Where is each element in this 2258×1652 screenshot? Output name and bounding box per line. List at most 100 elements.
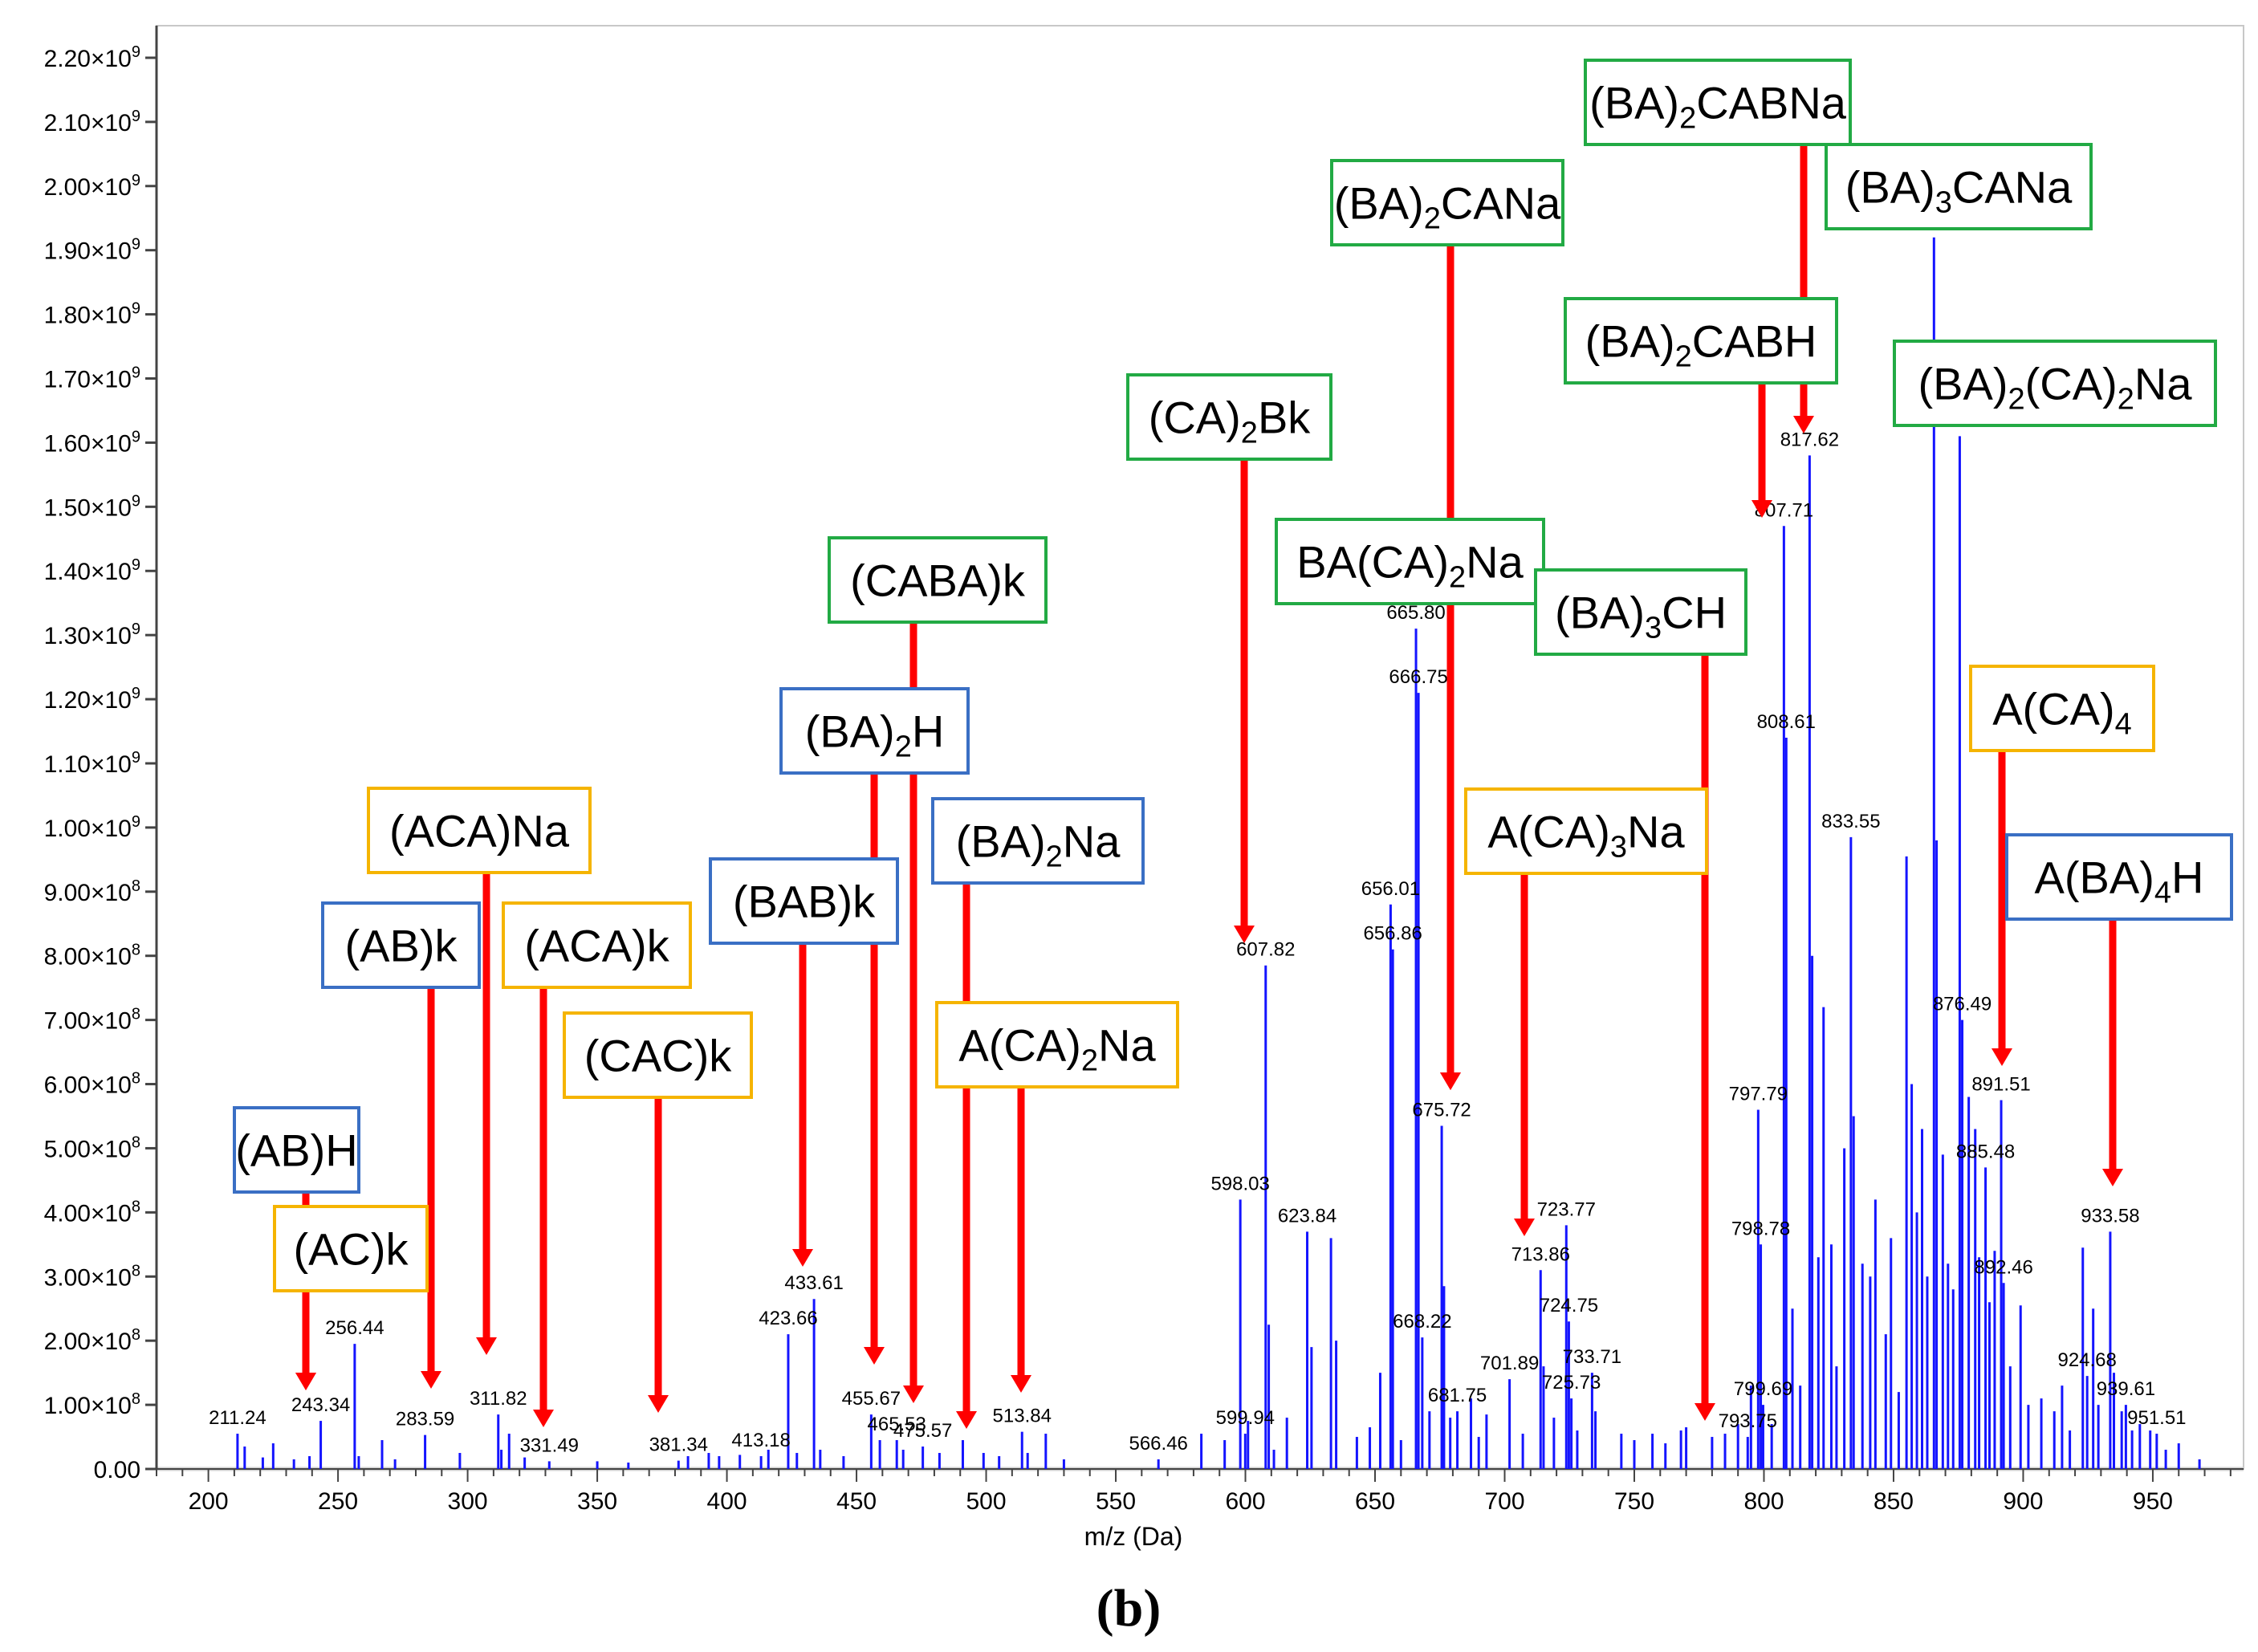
ion-annotation-box [1126, 373, 1332, 461]
ion-annotation-box [1275, 518, 1545, 605]
plot-area-frame [156, 25, 2244, 1470]
annotation-arrowhead [792, 1249, 813, 1267]
peak-label: 311.82 [470, 1388, 527, 1410]
ion-annotation-box [321, 901, 481, 989]
ion-annotation-box [1969, 665, 2155, 752]
ion-annotation-label: (BA)2Na [956, 816, 1121, 874]
annotation-arrowhead [956, 1411, 977, 1429]
ion-annotation-label: BA(CA)2Na [1296, 537, 1524, 595]
peak-label: 885.48 [1956, 1141, 2015, 1162]
peak-label: 623.84 [1278, 1205, 1336, 1227]
peak-label: 475.57 [893, 1420, 952, 1442]
ion-annotation-box [1825, 143, 2093, 230]
annotation-arrowhead [1440, 1072, 1461, 1090]
y-tick-label: 2.00×108 [44, 1326, 140, 1355]
y-tick-label: 2.20×109 [44, 43, 140, 72]
y-tick-label: 7.00×108 [44, 1006, 140, 1035]
ion-annotation-box [1534, 568, 1747, 656]
peak-label: 465.53 [868, 1414, 926, 1435]
peak-label: 211.24 [209, 1407, 266, 1429]
annotation-arrowhead [648, 1395, 669, 1413]
peak-label: 381.34 [649, 1434, 708, 1456]
peak-label: 799.69 [1734, 1378, 1792, 1400]
peak-label: 891.51 [1971, 1074, 2030, 1096]
annotation-arrowhead [903, 1385, 924, 1403]
y-tick-label: 2.10×109 [44, 108, 140, 136]
peak-label: 817.62 [1780, 429, 1839, 450]
peak-label: 607.82 [1236, 939, 1295, 961]
peak-label: 701.89 [1480, 1353, 1539, 1374]
ion-annotation-ba3-ch: (BA)3CH [1534, 568, 1747, 656]
ion-annotation-box [563, 1011, 753, 1099]
ion-annotation-label: (AB)k [345, 921, 458, 971]
ion-annotation-ba2-cana: (BA)2CANa [1330, 159, 1564, 246]
x-tick-label: 300 [448, 1488, 488, 1515]
ion-annotation-label: (CA)2Bk [1149, 393, 1312, 450]
annotation-arrowhead [1695, 1403, 1715, 1421]
peak-label: 423.66 [759, 1308, 817, 1329]
y-tick-label: 2.00×109 [44, 172, 140, 201]
y-tick-label: 1.80×109 [44, 300, 140, 329]
ion-annotation-ba2ca2-na: (BA)2(CA)2Na [1893, 340, 2217, 427]
ion-annotation-label: (ACA)Na [389, 806, 570, 857]
y-tick-label: 1.10×109 [44, 749, 140, 778]
ion-annotation-aca4: A(CA)4 [1969, 665, 2155, 752]
x-tick-label: 950 [2133, 1488, 2173, 1515]
ion-annotation-ba2-h: (BA)2H [779, 687, 970, 775]
ion-annotation-label: (ACA)k [524, 921, 669, 971]
peak-label: 668.22 [1393, 1311, 1451, 1333]
ion-annotation-label: (CABA)k [850, 555, 1026, 606]
annotation-arrowhead [533, 1410, 554, 1427]
annotation-arrowhead [1011, 1375, 1031, 1393]
peak-label: 433.61 [784, 1272, 843, 1294]
annotation-arrowhead [864, 1347, 885, 1365]
figure-caption: (b) [1096, 1579, 1162, 1638]
peak-label: 243.34 [291, 1394, 350, 1416]
peak-label: 808.61 [1757, 711, 1816, 733]
peak-label: 733.71 [1563, 1346, 1621, 1368]
ion-annotation-label: (BA)2CABH [1585, 316, 1817, 374]
ion-annotation-box [502, 901, 692, 989]
peak-label: 793.75 [1719, 1410, 1777, 1432]
peak-label: 713.86 [1511, 1243, 1570, 1265]
peak-label: 892.46 [1974, 1256, 2032, 1278]
peak-label: 656.86 [1363, 923, 1422, 945]
x-tick-label: 200 [189, 1488, 229, 1515]
ion-annotation-box [233, 1106, 360, 1194]
ion-annotation-label: (BA)2CANa [1334, 178, 1561, 236]
y-tick-label: 1.00×109 [44, 813, 140, 842]
peak-label: 665.80 [1386, 602, 1445, 624]
ion-annotation-box [1464, 787, 1708, 875]
ion-annotation-label: (BA)2(CA)2Na [1918, 359, 2193, 417]
ion-annotation-box [931, 797, 1145, 885]
ion-annotation-ba3-cana: (BA)3CANa [1825, 143, 2093, 230]
ion-annotation-caba-k: (CABA)k [828, 536, 1048, 624]
annotation-arrowhead [421, 1371, 441, 1389]
ion-annotation-box [367, 787, 592, 874]
ion-annotation-ca2-bk: (CA)2Bk [1126, 373, 1332, 461]
ion-annotation-box [273, 1205, 429, 1292]
x-tick-label: 850 [1874, 1488, 1914, 1515]
ion-annotation-label: (BA)2H [805, 706, 945, 764]
peak-label: 933.58 [2081, 1205, 2139, 1227]
y-tick-label: 3.00×108 [44, 1262, 140, 1291]
ion-annotation-ba2-na: (BA)2Na [931, 797, 1145, 885]
annotation-arrowhead [1793, 416, 1814, 433]
ion-annotation-label: (CAC)k [584, 1031, 733, 1081]
peak-label: 566.46 [1129, 1433, 1187, 1455]
ion-annotation-label: (BA)2CABNa [1589, 78, 1847, 136]
y-tick-label: 1.50×109 [44, 492, 140, 521]
ion-annotation-box [1330, 159, 1564, 246]
y-tick-label: 0.00 [94, 1457, 140, 1483]
peak-label: 797.79 [1729, 1083, 1788, 1105]
annotation-arrowhead [1751, 500, 1772, 518]
x-tick-label: 500 [966, 1488, 1007, 1515]
ion-annotation-box [709, 857, 899, 945]
ion-annotation-aca3-na: A(CA)3Na [1464, 787, 1708, 875]
peak-label: 455.67 [842, 1388, 901, 1410]
x-tick-label: 750 [1614, 1488, 1654, 1515]
annotation-arrowhead [1992, 1048, 2012, 1066]
y-tick-label: 1.20×109 [44, 685, 140, 714]
y-tick-label: 6.00×108 [44, 1070, 140, 1099]
